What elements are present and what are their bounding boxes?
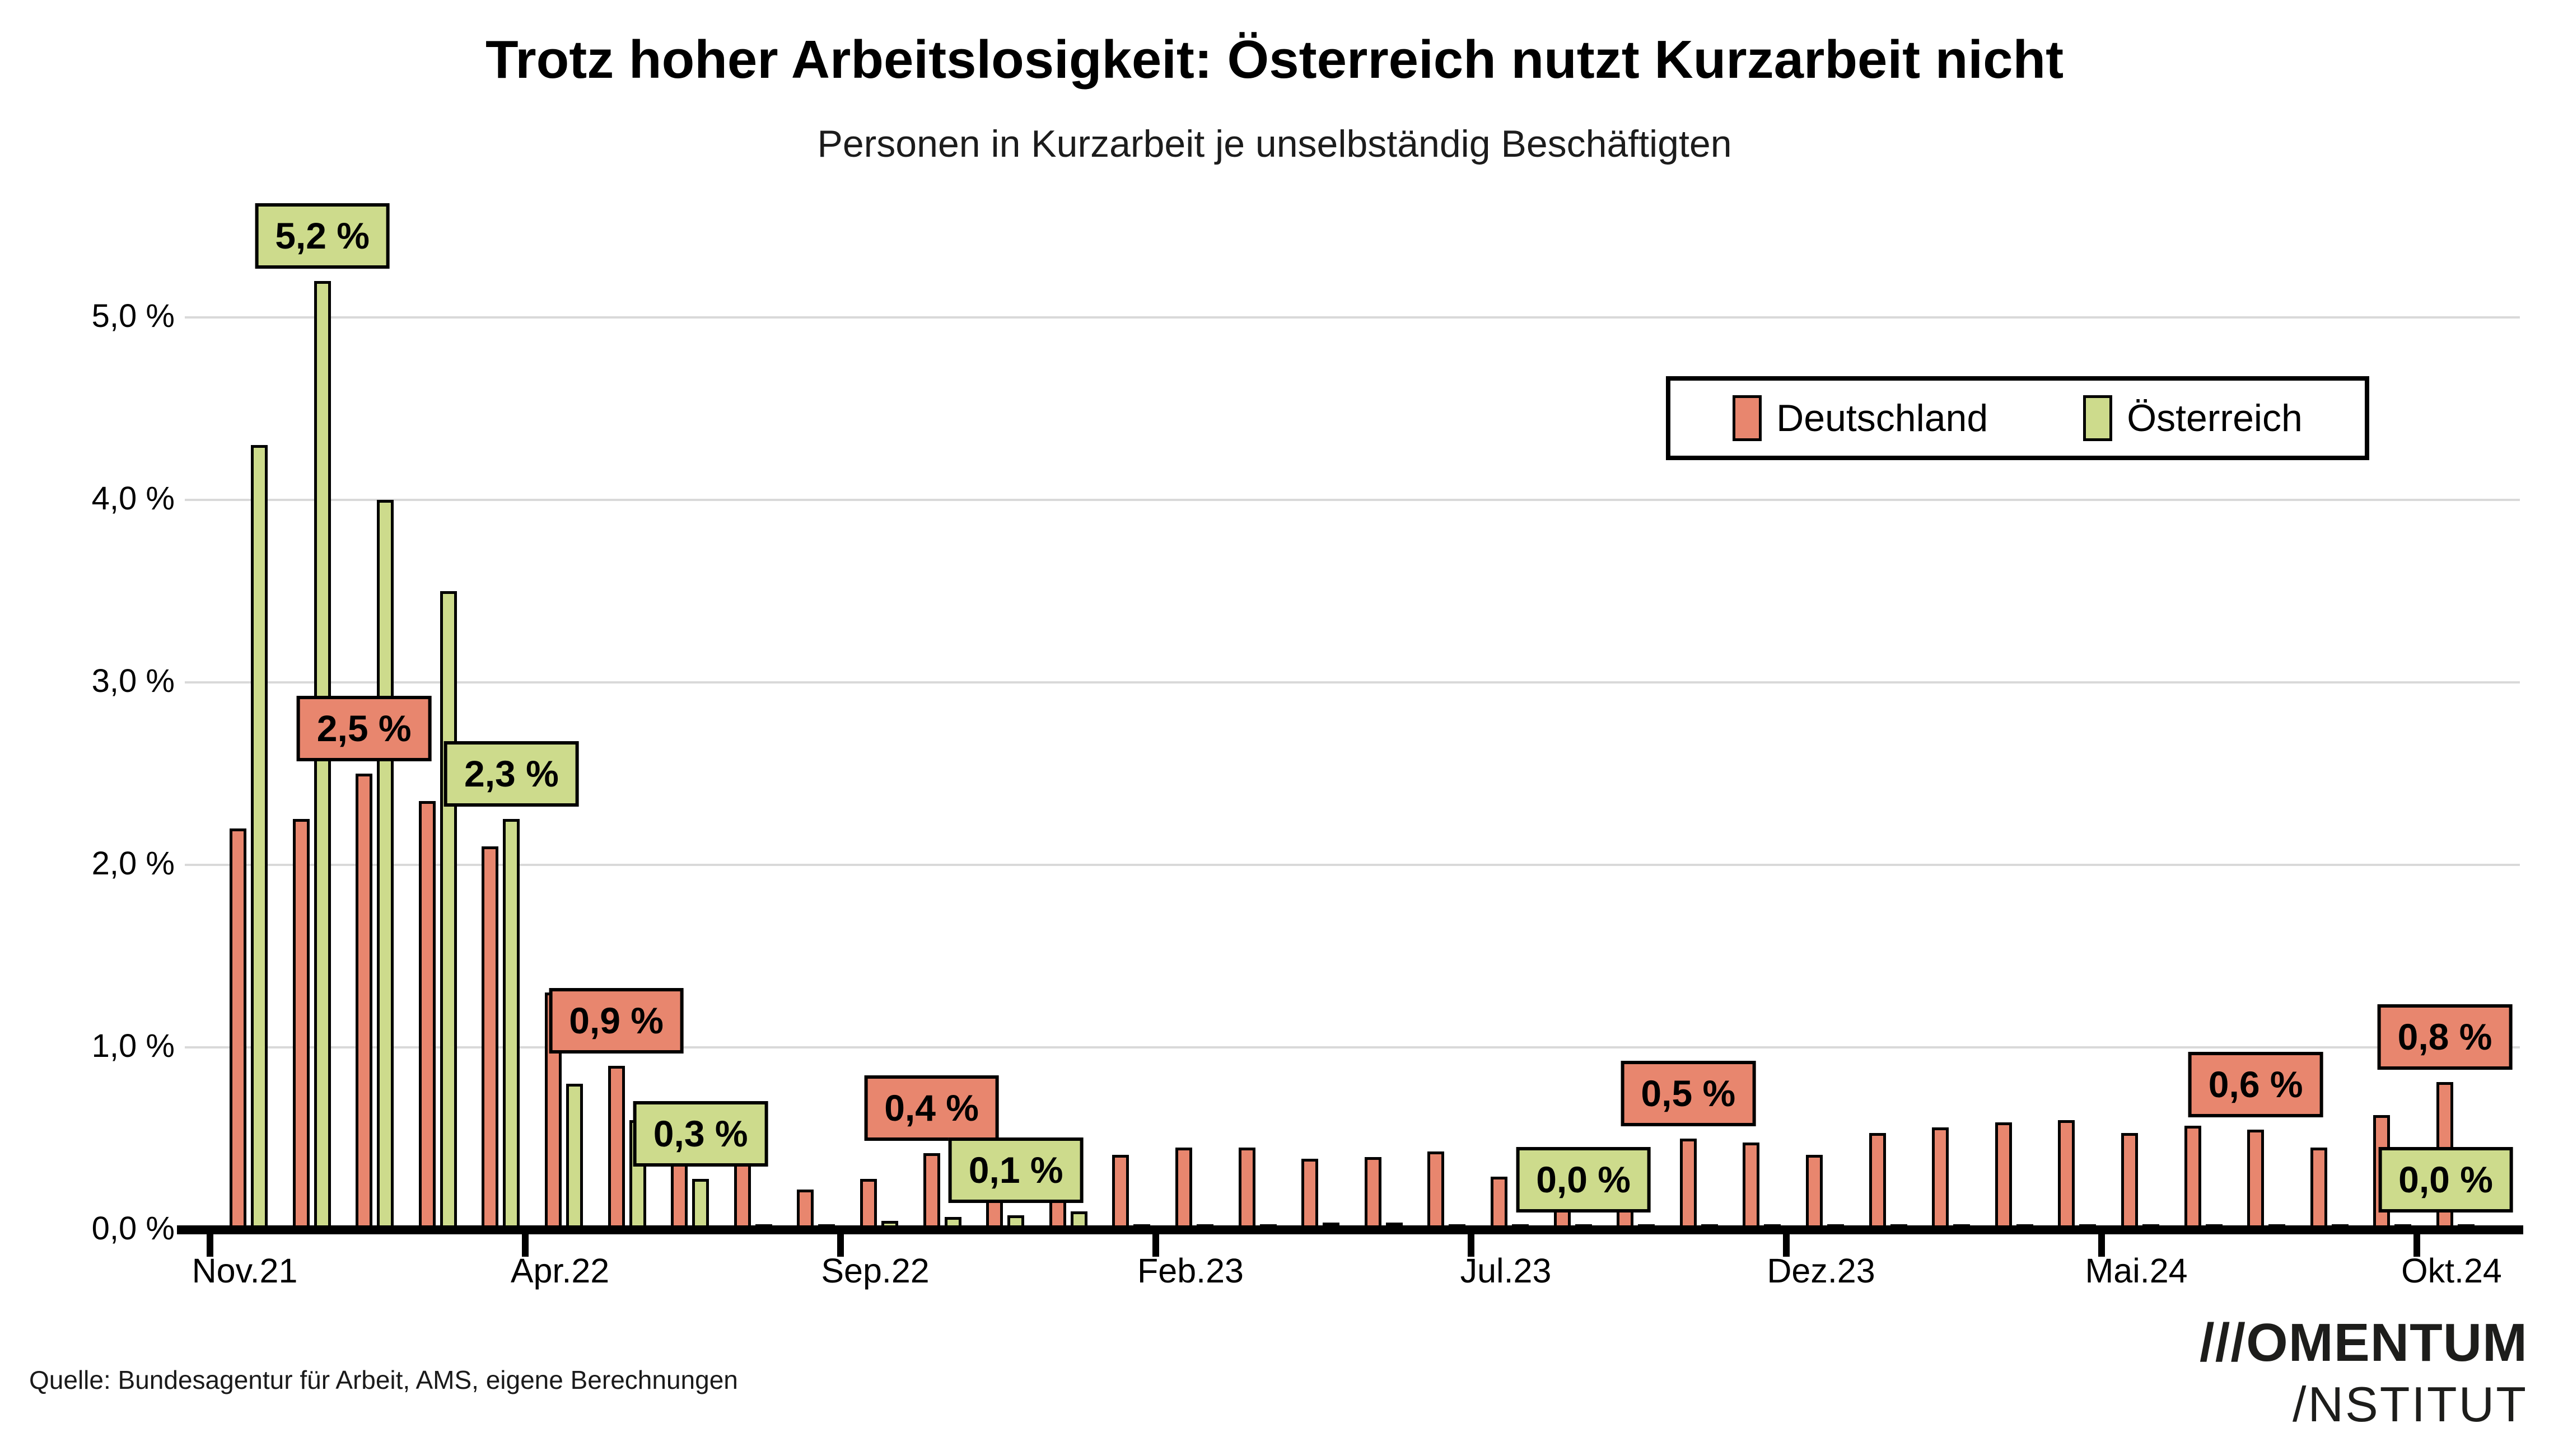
bar-deutschland-Jul.22 [734, 1157, 751, 1230]
x-axis-label-Dez.23: Dez.23 [1767, 1252, 1875, 1290]
value-callout-oesterreich-Aug.23: 0,0 % [1516, 1146, 1651, 1212]
value-callout-deutschland-Mai.22: 0,9 % [549, 987, 684, 1054]
x-tick-Okt.24 [2413, 1233, 2420, 1257]
x-tick-Nov.21 [207, 1233, 213, 1257]
bar-deutschland-Dez.23 [1806, 1155, 1823, 1230]
legend-label-oesterreich: Österreich [2127, 397, 2303, 439]
bar-deutschland-Aug.22 [797, 1190, 814, 1230]
x-axis-label-Mai.24: Mai.24 [2085, 1252, 2188, 1290]
bar-deutschland-Feb.24 [1932, 1127, 1949, 1230]
bar-deutschland-Mai.23 [1364, 1157, 1381, 1230]
x-tick-Dez.23 [1783, 1233, 1790, 1257]
bar-deutschland-Mai.24 [2121, 1133, 2138, 1230]
gridline-4 [185, 499, 2520, 501]
bar-deutschland-Apr.23 [1301, 1159, 1319, 1230]
value-callout-oesterreich-Mär.22: 2,3 % [444, 741, 579, 807]
x-tick-Mai.24 [2098, 1233, 2105, 1257]
value-callout-deutschland-Okt.22: 0,4 % [864, 1075, 999, 1141]
bar-deutschland-Jan.22 [356, 774, 373, 1230]
legend-label-deutschland: Deutschland [1776, 397, 1988, 439]
value-callout-deutschland-Okt.24: 0,8 % [2377, 1004, 2513, 1070]
y-axis-label: 5,0 % [91, 298, 175, 334]
bar-oesterreich-Jun.22 [692, 1179, 709, 1230]
bar-deutschland-Aug.24 [2310, 1148, 2327, 1230]
gridline-1 [185, 1046, 2520, 1048]
bar-deutschland-Jul.24 [2247, 1130, 2265, 1230]
bar-deutschland-Mär.24 [1995, 1122, 2012, 1230]
y-axis-label: 0,0 % [91, 1210, 175, 1247]
y-axis-label: 3,0 % [91, 663, 175, 699]
x-axis-label-Sep.22: Sep.22 [821, 1252, 930, 1290]
y-axis-label: 4,0 % [91, 480, 175, 517]
source-note: Quelle: Bundesagentur für Arbeit, AMS, e… [29, 1365, 738, 1394]
bar-deutschland-Sep.22 [860, 1179, 877, 1230]
bar-deutschland-Jun.23 [1427, 1151, 1445, 1230]
bar-deutschland-Mai.22 [608, 1066, 625, 1230]
x-tick-Jul.23 [1468, 1233, 1474, 1257]
value-callout-oesterreich-Jun.22: 0,3 % [633, 1101, 768, 1167]
bar-oesterreich-Feb.22 [440, 591, 457, 1230]
legend-swatch-deutschland-icon [1733, 395, 1762, 441]
gridline-3 [185, 681, 2520, 683]
bar-deutschland-Dez.21 [292, 819, 310, 1230]
chart-title: Trotz hoher Arbeitslosigkeit: Österreich… [485, 30, 2064, 90]
bar-deutschland-Mär.22 [482, 846, 499, 1230]
bar-deutschland-Feb.23 [1175, 1148, 1192, 1230]
bar-deutschland-Okt.22 [923, 1153, 940, 1230]
bar-deutschland-Mär.23 [1238, 1148, 1255, 1230]
bar-deutschland-Jun.24 [2184, 1126, 2201, 1230]
bar-deutschland-Apr.24 [2058, 1120, 2075, 1230]
plot-area: Nov.21 Apr.22 Sep.22 Feb.23 Jul.23 Dez.23 Mai.… [177, 203, 2523, 1290]
value-callout-oesterreich-Dez.21: 5,2 % [255, 203, 390, 269]
gridline-2 [185, 864, 2520, 866]
x-axis-label-Apr.22: Apr.22 [510, 1252, 610, 1290]
bar-deutschland-Feb.22 [418, 801, 436, 1230]
logo-wordmark-institut: /NSTITUT [2293, 1377, 2528, 1432]
value-callout-oesterreich-Nov.22: 0,1 % [948, 1137, 1084, 1203]
bar-oesterreich-Nov.21 [251, 445, 268, 1230]
legend-swatch-oesterreich-icon [2083, 395, 2113, 441]
value-callout-deutschland-Jul.24: 0,6 % [2188, 1051, 2323, 1117]
x-axis-label-Okt.24: Okt.24 [2401, 1252, 2502, 1290]
x-axis-label-Jul.23: Jul.23 [1460, 1252, 1552, 1290]
bar-deutschland-Jan.24 [1869, 1133, 1886, 1230]
bar-deutschland-Nov.23 [1743, 1143, 1760, 1230]
momentum-institut-logo: ///OMENTUM /NSTITUT [2200, 1312, 2528, 1433]
bar-oesterreich-Mär.22 [503, 819, 520, 1230]
y-axis-label: 1,0 % [91, 1028, 175, 1064]
x-axis-line [177, 1225, 2523, 1234]
legend: Deutschland Österreich [1666, 376, 2369, 460]
x-tick-Apr.22 [522, 1233, 529, 1257]
y-axis-label: 2,0 % [91, 845, 175, 882]
x-axis-label-Feb.23: Feb.23 [1137, 1252, 1244, 1290]
chart-subtitle: Personen in Kurzarbeit je unselbständig … [817, 123, 1732, 165]
legend-item-oesterreich: Österreich [2083, 395, 2303, 441]
gridline-5 [185, 316, 2520, 319]
bar-deutschland-Jul.23 [1491, 1177, 1507, 1230]
bar-deutschland-Nov.21 [230, 828, 246, 1230]
value-callout-deutschland-Okt.23: 0,5 % [1621, 1060, 1756, 1126]
value-callout-deutschland-Jan.22: 2,5 % [296, 695, 432, 761]
bar-deutschland-Okt.23 [1679, 1139, 1697, 1230]
x-axis-label-Nov.21: Nov.21 [192, 1252, 298, 1290]
x-tick-Sep.22 [837, 1233, 844, 1257]
x-tick-Feb.23 [1152, 1233, 1159, 1257]
bar-deutschland-Jan.23 [1112, 1155, 1129, 1230]
value-callout-oesterreich-Okt.24: 0,0 % [2378, 1146, 2513, 1212]
bar-oesterreich-Apr.22 [566, 1084, 583, 1230]
logo-wordmark-momentum: ///OMENTUM [2200, 1313, 2528, 1373]
bar-oesterreich-Jan.22 [377, 500, 394, 1230]
legend-item-deutschland: Deutschland [1733, 395, 1988, 441]
